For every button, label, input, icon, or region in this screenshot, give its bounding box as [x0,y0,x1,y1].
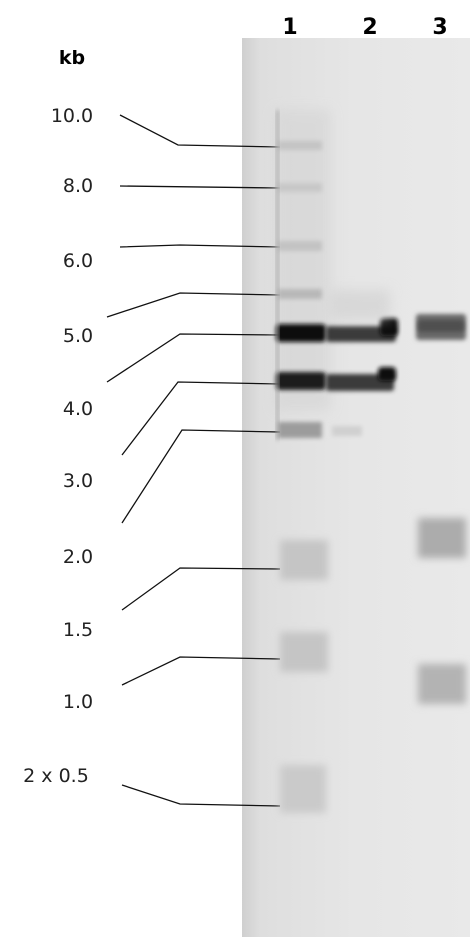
lane-2-band-upper [326,326,396,342]
size-label-10-0: 10.0 [51,105,93,127]
size-unit-label: kb [59,47,85,69]
ladder-band-6-0 [278,241,322,251]
size-label-5-0: 5.0 [63,325,93,347]
ladder-band-5-0 [278,289,322,299]
size-label-4-0: 4.0 [63,398,93,420]
leader-line-5-0 [106,292,281,318]
lane-label-2: 2 [362,15,377,40]
lane-labels: 1 2 3 [282,15,447,40]
leader-line-0-5 [121,784,281,807]
lane-3-sample [416,314,466,704]
size-label-2x0-5: 2 x 0.5 [23,765,89,787]
lane-1-ladder [275,110,330,813]
leader-line-1-5 [121,567,281,611]
ladder-band-10-0 [278,141,322,150]
lane-1-smear [275,110,330,410]
size-label-3-0: 3.0 [63,470,93,492]
leader-line-1-0 [121,656,281,686]
size-label-2-0: 2.0 [63,546,93,568]
lane-1-edge-streak [276,110,279,440]
ladder-band-2-5 [278,422,322,438]
lane-3-band-middle [418,518,466,558]
leader-line-10-0 [119,114,281,148]
lane-label-1: 1 [282,15,297,40]
ladder-band-3-0 [276,372,326,390]
lane-3-band-lower [418,664,466,704]
size-label-8-0: 8.0 [63,175,93,197]
leader-line-4-0 [106,333,281,383]
ladder-size-labels: 10.0 8.0 6.0 5.0 4.0 3.0 2.0 1.5 1.0 2 x… [23,105,93,787]
ladder-band-0-5 [280,765,326,813]
lane-2-faint-smear [330,290,390,320]
lane-2-sample [326,290,398,436]
leader-line-6-0 [119,244,281,248]
size-label-6-0: 6.0 [63,250,93,272]
lane-2-band-lower [326,374,394,391]
lane-2-band-lower-edge [378,367,396,381]
lane-2-faint-band [332,426,362,436]
size-label-1-5: 1.5 [63,619,93,641]
ladder-band-8-0 [278,183,322,192]
ladder-band-1-5 [280,632,328,672]
ladder-leader-lines [106,114,281,807]
leader-line-8-0 [119,185,281,189]
leader-line-3-0 [121,381,281,456]
leader-line-2-0 [121,429,281,524]
lane-3-band-upper-core [418,320,464,332]
ladder-band-2-0 [280,540,328,580]
size-label-1-0: 1.0 [63,691,93,713]
lane-label-3: 3 [432,15,447,40]
ladder-band-4-0 [276,324,326,342]
lane-2-band-upper-edge [380,318,398,336]
